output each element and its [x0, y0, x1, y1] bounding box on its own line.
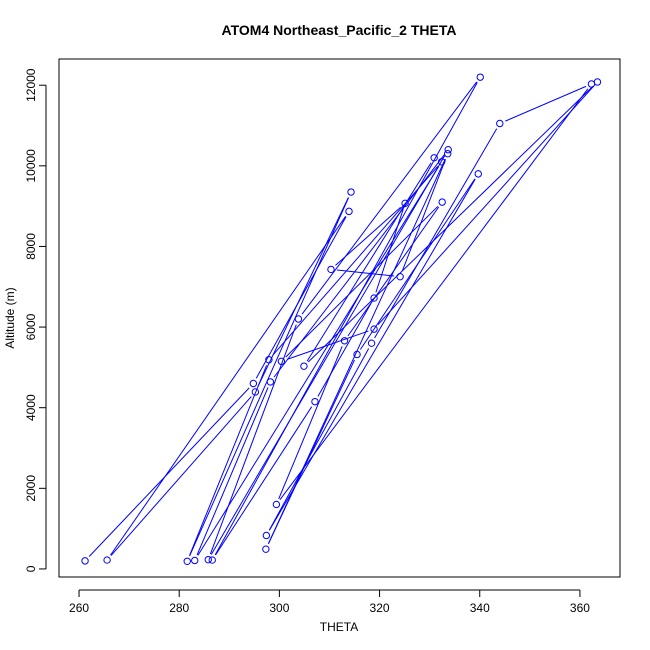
series-segment [255, 216, 347, 379]
series-segment [401, 159, 446, 272]
data-point [103, 556, 111, 564]
data-point [265, 356, 273, 364]
data-point [347, 188, 355, 196]
data-point [438, 198, 446, 206]
series-segment [210, 154, 446, 555]
x-tick-label: 320 [370, 601, 390, 615]
data-point [474, 170, 482, 178]
data-point [593, 78, 602, 86]
data-point [370, 325, 378, 333]
data-point [204, 555, 212, 564]
series-segment [347, 206, 440, 337]
x-tick-label: 300 [269, 601, 289, 615]
y-axis-label: Altitude (m) [3, 287, 17, 348]
data-point [208, 556, 216, 564]
series-segment [197, 166, 439, 556]
data-point [476, 73, 484, 81]
data-point [251, 388, 260, 396]
x-tick-label: 340 [470, 601, 490, 615]
series-segment [336, 269, 395, 277]
data-point [183, 557, 191, 565]
y-tick-label: 4000 [24, 394, 38, 421]
series-segment [286, 330, 369, 360]
chart-title: ATOM4 Northeast_Pacific_2 THETA [222, 22, 457, 38]
y-tick-label: 12000 [24, 68, 38, 102]
data-point [81, 557, 89, 565]
series-segment [374, 128, 498, 339]
data-point [327, 265, 335, 274]
series-segment [88, 387, 250, 557]
data-point [430, 154, 438, 162]
y-tick-label: 2000 [24, 475, 38, 502]
series-segment [375, 208, 404, 293]
series-segment [189, 197, 350, 556]
series-segment [505, 85, 587, 122]
plot-frame [58, 58, 621, 578]
series-segment [268, 348, 370, 531]
data-point [294, 315, 303, 323]
series-segment [189, 365, 268, 556]
data-point [191, 556, 199, 565]
data-point [587, 80, 596, 88]
data-point [396, 272, 404, 281]
y-tick-label: 6000 [24, 313, 38, 340]
data-point [277, 357, 286, 366]
data-point [353, 350, 361, 359]
data-point [370, 294, 378, 302]
y-tick-label: 0 [24, 565, 38, 572]
data-point [443, 150, 452, 158]
x-tick-label: 260 [69, 601, 89, 615]
series-segment [377, 86, 594, 325]
data-point [496, 119, 504, 128]
series-segment [268, 178, 476, 531]
series-segment [285, 205, 439, 358]
data-point [444, 146, 452, 154]
series-segment [279, 88, 589, 500]
series-segment [215, 406, 313, 556]
series-segment [196, 387, 269, 556]
data-point [367, 339, 376, 347]
series-segment [110, 216, 347, 556]
data-point [249, 379, 258, 388]
data-point [401, 199, 409, 208]
data-point [262, 531, 271, 540]
data-point [262, 545, 270, 553]
data-point [340, 337, 349, 345]
series-segment [267, 359, 355, 544]
data-point [345, 207, 353, 216]
x-axis-label: THETA [320, 620, 358, 634]
data-point [300, 362, 308, 370]
series-segment [214, 82, 478, 556]
series-segment [317, 303, 372, 397]
series-segment [272, 165, 439, 356]
data-point [266, 378, 275, 386]
data-point [272, 500, 281, 509]
series-segment [110, 396, 252, 556]
y-tick-label: 8000 [24, 233, 38, 260]
data-point [437, 158, 446, 166]
series-segment [278, 346, 343, 500]
series-segment [301, 81, 478, 315]
series-segment [306, 162, 432, 362]
data-point [311, 397, 319, 406]
series-segment [209, 324, 297, 555]
x-tick-label: 280 [169, 601, 189, 615]
series-segment [307, 85, 594, 363]
x-tick-label: 360 [570, 601, 590, 615]
y-tick-label: 10000 [24, 149, 38, 183]
series-segment [335, 206, 401, 266]
